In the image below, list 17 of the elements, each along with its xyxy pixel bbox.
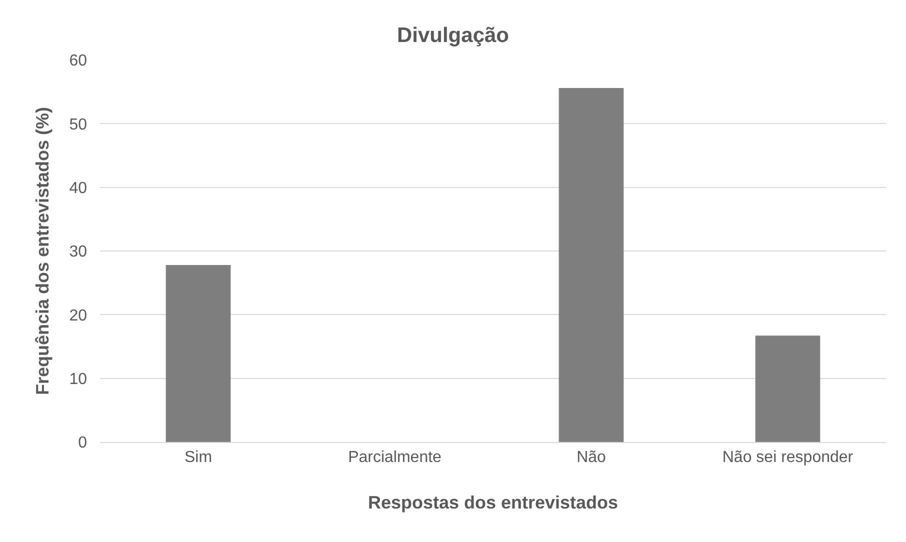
chart-title: Divulgação — [396, 24, 510, 47]
bar — [755, 336, 820, 442]
x-tick-label: Não sei responder — [722, 449, 854, 466]
y-tick-label: 20 — [69, 307, 88, 324]
x-tick-label: Parcialmente — [348, 449, 442, 466]
y-tick-label: 60 — [69, 52, 88, 70]
x-tick-label: Sim — [184, 449, 212, 466]
y-axis-title: Frequência dos entrevistados (%) — [32, 106, 52, 396]
bar — [558, 88, 624, 442]
y-tick-label: 50 — [69, 116, 88, 134]
y-tick-label: 0 — [78, 434, 88, 452]
bar — [166, 265, 231, 442]
y-tick-label: 30 — [69, 244, 88, 261]
x-tick-label: Não — [576, 449, 606, 466]
y-tick-label: 10 — [69, 370, 88, 388]
y-tick-label: 40 — [69, 180, 88, 197]
x-axis-title: Respostas dos entrevistados — [368, 492, 618, 512]
